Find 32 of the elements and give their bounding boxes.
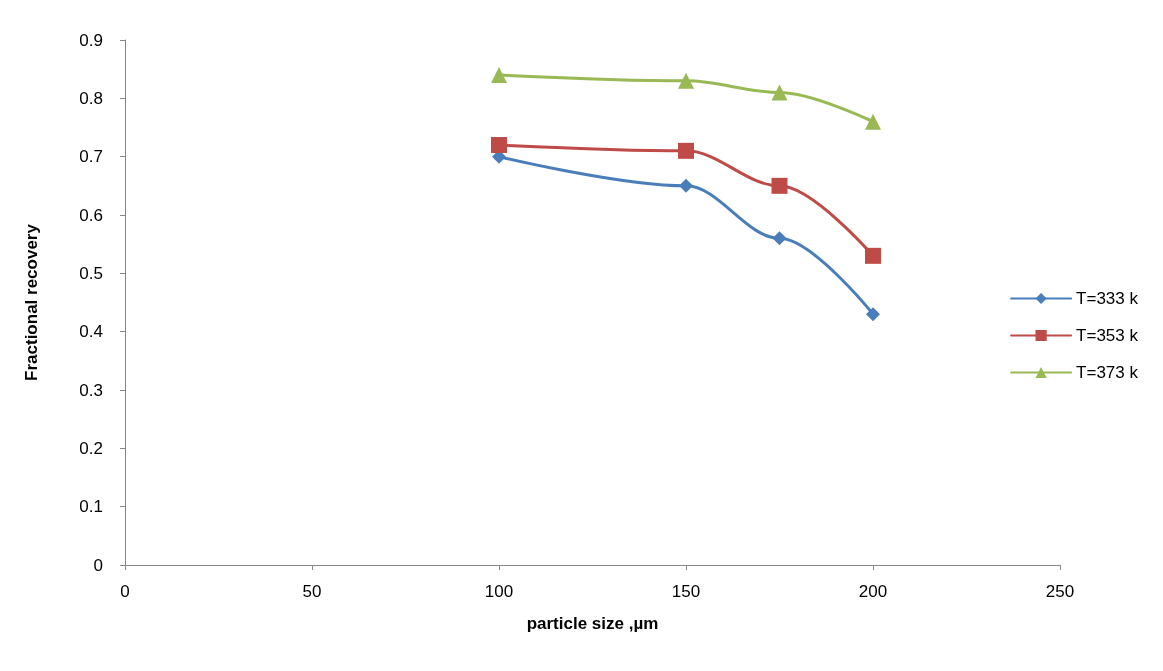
y-tick-label: 0.6: [79, 205, 103, 225]
point: [772, 231, 787, 246]
y-tick-label: 0.7: [79, 147, 103, 167]
y-tick-label: 0.2: [79, 438, 103, 458]
point: [771, 84, 788, 101]
x-tick-label: 250: [1045, 582, 1075, 601]
x-tick-label: 50: [302, 582, 322, 601]
y-tick-label: 0.5: [79, 263, 103, 283]
x-tick-label: 200: [858, 582, 888, 601]
x-tick-label: 0: [120, 582, 130, 601]
y-tick-label: 0.9: [79, 30, 103, 50]
y-tick-label: 0.4: [79, 322, 103, 342]
y-axis-title: Fractional recovery: [22, 223, 41, 381]
point: [771, 177, 788, 194]
y-tick-label: 0.1: [79, 497, 103, 517]
point: [865, 247, 881, 264]
legend-label: T=373 k: [1076, 363, 1139, 382]
point: [865, 113, 881, 130]
x-tick-label: 100: [484, 582, 514, 601]
legend-label: T=353 k: [1076, 326, 1139, 345]
legend-label: T=333 k: [1076, 289, 1139, 308]
point: [491, 137, 507, 153]
x-tick-label: 150: [671, 582, 701, 601]
point: [866, 307, 880, 322]
x-axis-title: particle size ,µm: [526, 614, 659, 633]
y-tick-label: 0.3: [79, 380, 103, 400]
y-tick-label: 0: [93, 555, 103, 575]
point: [678, 72, 694, 89]
point: [491, 67, 507, 83]
y-tick-label: 0.8: [79, 88, 103, 108]
point: [678, 142, 694, 159]
point: [679, 178, 693, 193]
